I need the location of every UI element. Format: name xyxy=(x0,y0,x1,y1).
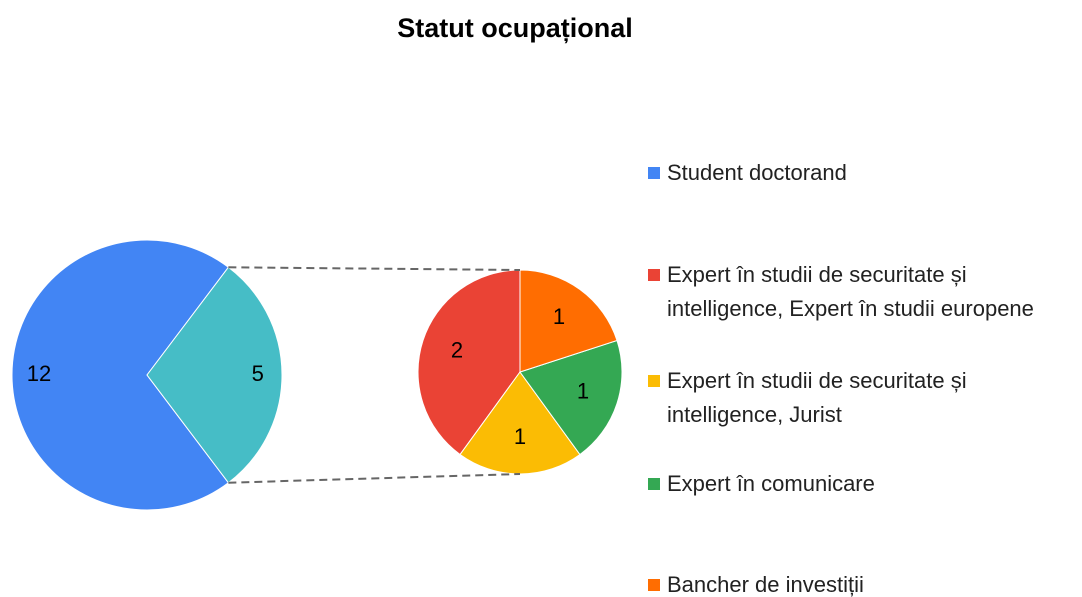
data-label: 1 xyxy=(553,304,565,329)
legend-item: Bancher de investiții xyxy=(648,568,1078,597)
data-label: 1 xyxy=(514,424,526,449)
legend-item: Expert în studii de securitate și intell… xyxy=(648,258,1078,326)
pie-slice xyxy=(417,269,521,456)
data-label: 12 xyxy=(27,361,51,386)
data-label: 1 xyxy=(577,378,589,403)
legend-swatch xyxy=(648,478,660,490)
data-label: 2 xyxy=(451,337,463,362)
connector xyxy=(228,266,521,271)
legend-item: Expert în studii de securitate și intell… xyxy=(648,364,1078,432)
legend-label: Bancher de investiții xyxy=(667,572,864,597)
legend-label: Expert în studii de securitate și intell… xyxy=(667,262,1034,321)
pie-slice xyxy=(519,269,618,373)
chart-title: Statut ocupațional xyxy=(397,13,633,43)
legend-item: Student doctorand xyxy=(648,156,1078,190)
legend-swatch xyxy=(648,167,660,179)
legend-label: Expert în comunicare xyxy=(667,471,875,496)
legend-label: Expert în studii de securitate și intell… xyxy=(667,368,967,427)
legend-swatch xyxy=(648,375,660,387)
legend-swatch xyxy=(648,579,660,591)
data-label: 5 xyxy=(252,361,264,386)
legend-label: Student doctorand xyxy=(667,160,847,185)
legend-item: Expert în comunicare xyxy=(648,467,1078,501)
pie-slice xyxy=(11,239,230,511)
connector xyxy=(228,473,521,484)
pie-slice xyxy=(146,266,283,484)
pie-slice xyxy=(519,339,623,456)
legend-swatch xyxy=(648,269,660,281)
